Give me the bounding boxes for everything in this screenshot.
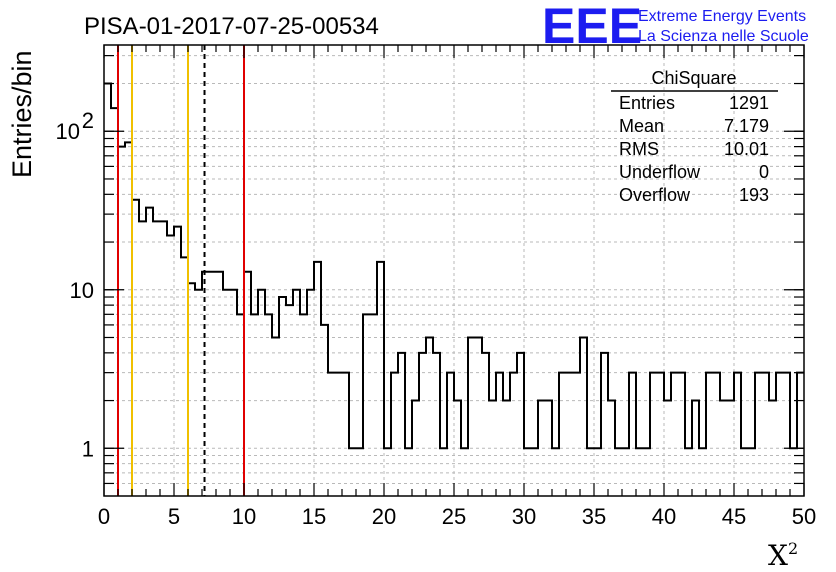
y-tick-label: 10: [70, 278, 94, 303]
y-tick-label-exponent: 2: [82, 108, 94, 133]
eee-logo: EEE Extreme Energy Events La Scienza nel…: [542, 0, 809, 54]
histogram: [104, 82, 804, 450]
stats-row-value: 10.01: [724, 139, 769, 159]
stats-row-label: Entries: [619, 93, 675, 113]
stats-row-value: 0: [759, 162, 769, 182]
logo-line-2: La Scienza nelle Scuole: [638, 28, 809, 45]
stats-row-value: 1291: [729, 93, 769, 113]
x-tick-label: 40: [652, 504, 676, 529]
stats-row-label: Overflow: [619, 185, 691, 205]
x-axis-label: X2: [768, 539, 798, 572]
x-tick-label: 35: [582, 504, 606, 529]
stats-row-label: RMS: [619, 139, 659, 159]
y-axis-label: Entries/bin: [7, 50, 37, 178]
chart-title: PISA-01-2017-07-25-00534: [84, 13, 379, 40]
stats-box: ChiSquare Entries 1291 Mean 7.179 RMS 10.01 Un…: [611, 68, 778, 205]
x-tick-label: 5: [168, 504, 180, 529]
x-tick-label: 30: [512, 504, 536, 529]
y-tick-label: 10: [56, 119, 80, 144]
x-axis-label-superscript: 2: [788, 539, 798, 558]
stats-row-label: Underflow: [619, 162, 701, 182]
x-tick-label: 0: [98, 504, 110, 529]
grid: [104, 45, 804, 496]
histogram-line: [104, 82, 804, 450]
x-tick-label: 50: [792, 504, 816, 529]
x-tick-label: 20: [372, 504, 396, 529]
cut-lines: [117, 45, 245, 496]
x-tick-label: 25: [442, 504, 466, 529]
stats-row-label: Mean: [619, 116, 664, 136]
x-tick-label: 10: [232, 504, 256, 529]
y-tick-label: 1: [82, 436, 94, 461]
x-tick-label: 15: [302, 504, 326, 529]
logo-text: EEE: [542, 0, 642, 54]
stats-rows: Entries 1291 Mean 7.179 RMS 10.01 Underflow 0 Ov…: [619, 93, 769, 205]
stats-row-value: 193: [739, 185, 769, 205]
logo-line-1: Extreme Energy Events: [638, 8, 806, 25]
stats-name: ChiSquare: [651, 68, 736, 88]
stats-row-value: 7.179: [724, 116, 769, 136]
x-axis-label-base: X: [768, 539, 788, 572]
x-tick-label: 45: [722, 504, 746, 529]
